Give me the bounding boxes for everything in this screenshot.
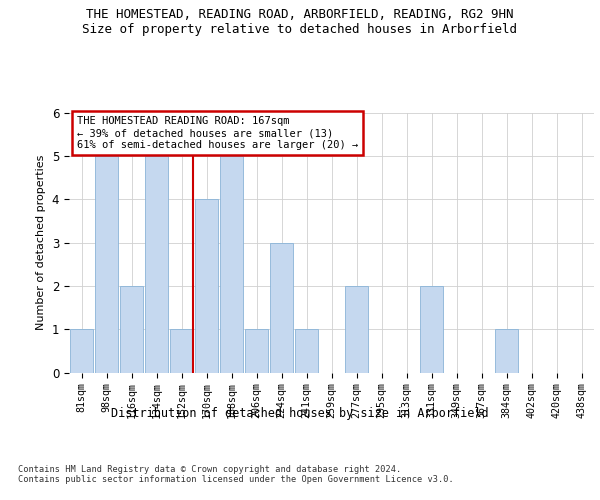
Bar — [420, 286, 443, 372]
Bar — [245, 329, 268, 372]
Text: Distribution of detached houses by size in Arborfield: Distribution of detached houses by size … — [111, 408, 489, 420]
Text: THE HOMESTEAD, READING ROAD, ARBORFIELD, READING, RG2 9HN: THE HOMESTEAD, READING ROAD, ARBORFIELD,… — [86, 8, 514, 20]
Bar — [270, 242, 293, 372]
Text: THE HOMESTEAD READING ROAD: 167sqm
← 39% of detached houses are smaller (13)
61%: THE HOMESTEAD READING ROAD: 167sqm ← 39%… — [77, 116, 358, 150]
Bar — [145, 156, 168, 372]
Bar — [220, 156, 243, 372]
Bar — [170, 329, 193, 372]
Text: Size of property relative to detached houses in Arborfield: Size of property relative to detached ho… — [83, 22, 517, 36]
Bar — [195, 199, 218, 372]
Bar — [345, 286, 368, 372]
Bar — [120, 286, 143, 372]
Bar — [495, 329, 518, 372]
Bar — [70, 329, 93, 372]
Bar — [95, 156, 118, 372]
Bar — [295, 329, 318, 372]
Y-axis label: Number of detached properties: Number of detached properties — [36, 155, 46, 330]
Text: Contains HM Land Registry data © Crown copyright and database right 2024.
Contai: Contains HM Land Registry data © Crown c… — [18, 465, 454, 484]
